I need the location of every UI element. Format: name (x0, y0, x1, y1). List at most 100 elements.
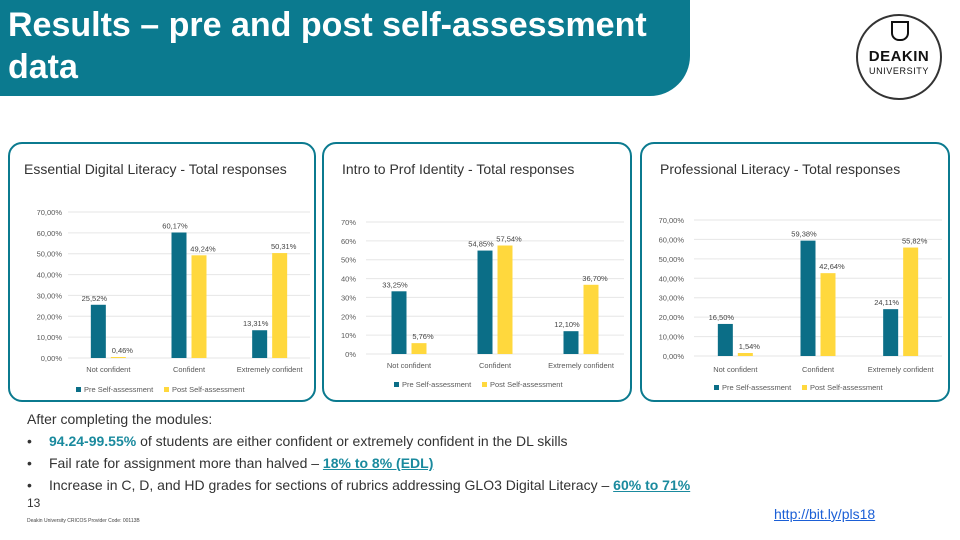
y-tick-label: 20% (341, 312, 356, 321)
category-label: Extremely confident (237, 365, 304, 374)
y-tick-label: 70% (341, 218, 356, 227)
data-label: 13,31% (243, 319, 269, 328)
y-tick-label: 70,00% (37, 208, 63, 217)
y-tick-label: 60% (341, 237, 356, 246)
bar-post (411, 343, 427, 354)
bar-pre (391, 291, 407, 354)
y-tick-label: 30,00% (659, 294, 685, 303)
y-tick-label: 40,00% (659, 274, 685, 283)
findings-intro: After completing the modules: (27, 411, 213, 427)
category-label: Confident (802, 365, 835, 374)
y-tick-label: 30% (341, 293, 356, 302)
deakin-logo: DEAKIN UNIVERSITY (856, 14, 942, 100)
chart-title: Intro to Prof Identity - Total responses (342, 161, 575, 177)
y-tick-label: 50,00% (659, 255, 685, 264)
y-tick-label: 0,00% (663, 352, 685, 361)
y-tick-label: 10,00% (37, 333, 63, 342)
logo-name: DEAKIN (868, 48, 930, 65)
finding-item: • Increase in C, D, and HD grades for se… (27, 474, 847, 496)
y-tick-label: 20,00% (659, 313, 685, 322)
data-label: 33,25% (382, 280, 408, 289)
data-label: 54,85% (468, 240, 494, 249)
slide-number: 13 (27, 496, 41, 510)
legend-label: Post Self-assessment (172, 385, 245, 394)
data-label: 57,54% (496, 234, 522, 243)
data-label: 24,11% (874, 298, 899, 307)
data-label: 1,54% (739, 342, 761, 351)
bullet-icon: • (27, 477, 32, 493)
finding-prefix: Increase in C, D, and HD grades for sect… (49, 477, 614, 493)
category-label: Confident (173, 365, 206, 374)
category-label: Extremely confident (548, 361, 615, 370)
data-label: 42,64% (819, 262, 845, 271)
y-tick-label: 10% (341, 331, 356, 340)
data-label: 50,31% (271, 242, 297, 251)
legend-label: Pre Self-assessment (402, 380, 472, 389)
bar-pre (717, 323, 733, 356)
bar-chart-intro-prof-identity: 0% 10% 20% 30% 40% 50% 60% 70% 33,25% 5,76% Not co… (341, 218, 624, 389)
finding-highlight: 94.24-99.55% (49, 433, 137, 449)
y-tick-label: 70,00% (659, 216, 685, 225)
finding-text: Fail rate for assignment more than halve… (49, 452, 433, 474)
chart-title: Professional Literacy - Total responses (660, 161, 901, 177)
title-band: Results – pre and post self-assessment d… (0, 0, 690, 96)
bar-post (583, 284, 599, 354)
finding-item: • 94.24-99.55% of students are either co… (27, 430, 847, 452)
bar-pre (477, 250, 493, 354)
bar-pre (883, 309, 899, 356)
legend-swatch (394, 382, 399, 387)
data-label: 12,10% (554, 320, 580, 329)
legend-label: Pre Self-assessment (84, 385, 154, 394)
y-tick-label: 0% (345, 350, 356, 359)
bar-post (272, 253, 288, 358)
bar-pre (800, 240, 816, 356)
cricos-footnote: Deakin University CRICOS Provider Code: … (27, 518, 140, 524)
legend-label: Post Self-assessment (810, 383, 883, 392)
chart-panel-intro-prof-identity: Intro to Prof Identity - Total responses… (322, 142, 632, 402)
y-tick-label: 40% (341, 275, 356, 284)
category-label: Extremely confident (868, 365, 935, 374)
bar-chart-essential-digital-literacy: 0,00% 10,00% 20,00% 30,00% 40,00% 50,00% 60,00… (37, 208, 310, 394)
y-tick-label: 60,00% (659, 235, 685, 244)
source-link[interactable]: http://bit.ly/pls18 (774, 506, 876, 522)
bar-post (191, 255, 207, 358)
bar-chart-professional-literacy: 0,00% 10,00% 20,00% 30,00% 40,00% 50,00% 60,00… (659, 216, 942, 392)
bar-pre (563, 331, 579, 354)
chart-panel-essential-digital-literacy: Essential Digital Literacy - Total respo… (8, 142, 316, 402)
legend-swatch (714, 385, 719, 390)
bar-post (903, 247, 919, 356)
data-label: 59,38% (791, 230, 817, 239)
bar-pre (171, 232, 187, 358)
y-tick-label: 50% (341, 256, 356, 265)
legend-swatch (76, 387, 81, 392)
finding-rest: of students are either confident or extr… (136, 433, 568, 449)
chart-panel-professional-literacy: Professional Literacy - Total responses … (640, 142, 950, 402)
legend-swatch (482, 382, 487, 387)
data-label: 5,76% (412, 332, 434, 341)
logo-subtitle: UNIVERSITY (868, 66, 929, 76)
data-label: 0,46% (112, 346, 134, 355)
data-label: 55,82% (902, 237, 928, 246)
data-label: 25,52% (82, 294, 108, 303)
bar-pre (90, 304, 106, 358)
y-tick-label: 40,00% (37, 271, 63, 280)
slide-title: Results – pre and post self-assessment d… (8, 6, 647, 86)
y-tick-label: 10,00% (659, 333, 685, 342)
data-label: 49,24% (190, 244, 216, 253)
legend-label: Post Self-assessment (490, 380, 563, 389)
finding-highlight: 18% to 8% (EDL) (322, 455, 434, 471)
category-label: Not confident (387, 361, 432, 370)
finding-text: 94.24-99.55% of students are either conf… (49, 430, 568, 452)
seal-icon (891, 21, 909, 41)
bullet-icon: • (27, 433, 32, 449)
bar-post (820, 273, 836, 356)
bar-post (737, 353, 753, 356)
y-tick-label: 20,00% (37, 312, 63, 321)
findings-list: After completing the modules: • 94.24-99… (27, 408, 847, 496)
legend-label: Pre Self-assessment (722, 383, 792, 392)
chart-title: Essential Digital Literacy - Total respo… (24, 161, 287, 177)
category-label: Not confident (713, 365, 758, 374)
legend-swatch (164, 387, 169, 392)
data-label: 36,70% (582, 274, 608, 283)
y-tick-label: 60,00% (37, 229, 63, 238)
